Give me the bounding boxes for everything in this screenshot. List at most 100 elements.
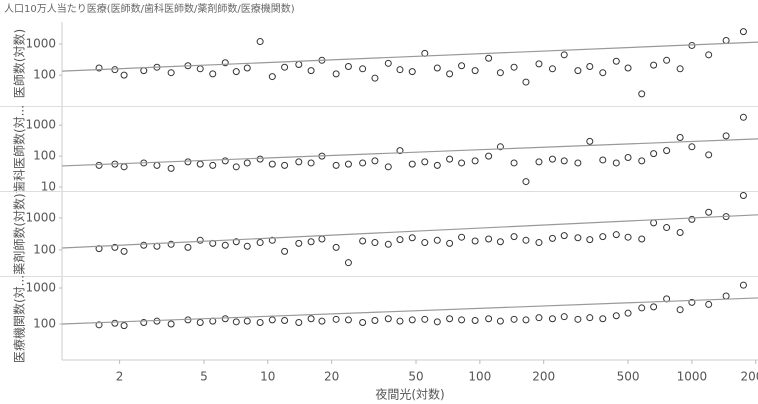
data-point <box>625 65 631 71</box>
data-point <box>333 316 339 322</box>
data-point <box>385 60 391 66</box>
data-point <box>360 66 366 72</box>
data-point <box>233 319 239 325</box>
data-point <box>197 161 203 167</box>
data-point <box>613 58 619 64</box>
data-point <box>740 282 746 288</box>
data-point <box>587 237 593 243</box>
data-point <box>345 317 351 323</box>
x-tick-label: 10 <box>260 370 275 384</box>
data-point <box>549 235 555 241</box>
data-point <box>168 321 174 327</box>
data-point <box>723 133 729 139</box>
data-point <box>345 161 351 167</box>
data-point <box>154 243 160 249</box>
data-point <box>197 320 203 326</box>
data-point <box>434 162 440 168</box>
data-point <box>422 159 428 165</box>
data-point <box>282 162 288 168</box>
data-point <box>345 63 351 69</box>
x-tick-label: 1000 <box>677 370 708 384</box>
data-point <box>121 164 127 170</box>
data-point <box>296 159 302 165</box>
data-point <box>536 159 542 165</box>
data-point <box>409 161 415 167</box>
data-point <box>486 316 492 322</box>
data-point <box>587 63 593 69</box>
data-point <box>333 162 339 168</box>
data-point <box>360 160 366 166</box>
trend-line <box>62 298 758 324</box>
data-point <box>296 320 302 326</box>
data-point <box>689 144 695 150</box>
data-point <box>434 65 440 71</box>
data-point <box>360 238 366 244</box>
data-point <box>587 315 593 321</box>
data-point <box>740 114 746 120</box>
y-tick-label: 1000 <box>25 210 56 224</box>
data-point <box>112 67 118 73</box>
data-point <box>459 160 465 166</box>
x-tick-label: 200 <box>532 370 555 384</box>
data-point <box>664 225 670 231</box>
data-point <box>296 240 302 246</box>
data-point <box>296 61 302 67</box>
data-point <box>121 248 127 254</box>
data-point <box>372 240 378 246</box>
x-tick-label: 100 <box>468 370 491 384</box>
data-point <box>561 52 567 58</box>
data-point <box>561 233 567 239</box>
y-tick-label: 1000 <box>25 118 56 132</box>
data-point <box>523 179 529 185</box>
data-point <box>372 158 378 164</box>
y-axis-label: 医療機関数(対... <box>12 275 27 363</box>
data-point <box>447 240 453 246</box>
data-point <box>486 55 492 61</box>
data-point <box>472 238 478 244</box>
data-point <box>706 209 712 215</box>
data-point <box>308 239 314 245</box>
data-point <box>549 156 555 162</box>
data-point <box>459 234 465 240</box>
x-axis-label: 夜間光(対数) <box>375 387 444 402</box>
data-point <box>677 307 683 313</box>
x-tick-label: 20 <box>324 370 339 384</box>
data-point <box>523 79 529 85</box>
data-point <box>397 67 403 73</box>
data-point <box>409 317 415 323</box>
data-point <box>740 29 746 35</box>
y-tick-label: 100 <box>33 149 56 163</box>
data-point <box>333 244 339 250</box>
data-point <box>625 155 631 161</box>
data-point <box>723 37 729 43</box>
y-tick-label: 1000 <box>25 281 56 295</box>
data-point <box>434 237 440 243</box>
data-point <box>244 160 250 166</box>
data-point <box>345 260 351 266</box>
data-point <box>360 320 366 326</box>
data-point <box>372 318 378 324</box>
data-point <box>536 315 542 321</box>
data-point <box>486 236 492 242</box>
x-tick-label: 5 <box>200 370 208 384</box>
data-point <box>459 63 465 69</box>
data-point <box>269 317 275 323</box>
data-point <box>397 237 403 243</box>
data-point <box>511 160 517 166</box>
data-point <box>575 235 581 241</box>
data-point <box>664 57 670 63</box>
data-point <box>639 236 645 242</box>
data-point <box>185 159 191 165</box>
x-tick-label: 2 <box>116 370 124 384</box>
data-point <box>639 91 645 97</box>
chart-title: 人口10万人当たり医療(医師数/歯科医師数/薬剤師数/医療機関数) <box>4 2 295 15</box>
data-point <box>723 293 729 299</box>
data-point <box>121 323 127 329</box>
data-point <box>575 316 581 322</box>
data-point <box>409 235 415 241</box>
data-point <box>511 234 517 240</box>
x-tick-label: 2000 <box>740 370 758 384</box>
data-point <box>651 220 657 226</box>
data-point <box>244 318 250 324</box>
data-point <box>385 316 391 322</box>
